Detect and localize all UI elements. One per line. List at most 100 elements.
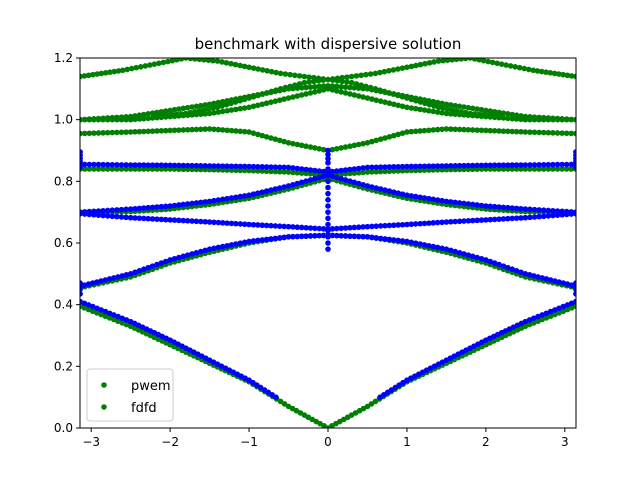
pwem-point xyxy=(509,162,515,168)
pwem-point xyxy=(281,223,287,230)
pwem-point xyxy=(342,167,349,173)
fdfd-point xyxy=(355,93,362,99)
pwem-point xyxy=(443,219,450,225)
fdfd-point xyxy=(114,129,120,136)
fdfd-point xyxy=(363,71,369,78)
fdfd-point xyxy=(127,113,134,120)
pwem-point xyxy=(531,214,538,220)
fdfd-point xyxy=(162,127,169,134)
pwem-point xyxy=(390,164,397,170)
pwem-point xyxy=(298,233,305,240)
pwem-point xyxy=(114,162,120,168)
pwem-point xyxy=(167,217,173,223)
pwem-point xyxy=(298,179,305,186)
fdfd-point xyxy=(223,60,230,66)
pwem-point xyxy=(281,184,287,190)
pwem-point xyxy=(530,273,537,279)
fdfd-point xyxy=(480,112,487,118)
pwem-point xyxy=(228,220,235,227)
pwem-point xyxy=(298,166,305,172)
pwem-point xyxy=(456,200,463,206)
fdfd-point xyxy=(480,58,487,64)
fdfd-point xyxy=(538,68,545,75)
fdfd-point xyxy=(426,127,432,134)
pwem-point xyxy=(189,200,195,207)
fdfd-point xyxy=(417,61,424,68)
pwem-point xyxy=(456,162,463,169)
fdfd-point xyxy=(210,58,216,64)
pwem-point xyxy=(434,163,441,169)
pwem-point xyxy=(564,281,571,287)
pwem-point xyxy=(347,178,353,184)
fdfd-point xyxy=(167,107,173,114)
pwem-point xyxy=(180,201,187,208)
fdfd-point xyxy=(193,103,200,110)
pwem-point xyxy=(167,203,173,209)
pwem-point xyxy=(386,164,393,170)
pwem-point xyxy=(355,180,362,187)
fdfd-point xyxy=(496,128,502,134)
fdfd-point xyxy=(178,111,185,117)
fdfd-point xyxy=(294,169,301,176)
fdfd-point xyxy=(395,66,401,72)
pwem-point xyxy=(189,162,195,169)
pwem-point xyxy=(268,164,274,170)
pwem-point xyxy=(439,219,445,226)
fdfd-point xyxy=(347,170,353,177)
fdfd-point xyxy=(465,104,472,111)
pwem-point xyxy=(111,275,117,281)
pwem-point xyxy=(386,222,393,229)
fdfd-point xyxy=(333,83,340,90)
pwem-point xyxy=(237,163,244,170)
pwem-point xyxy=(386,236,393,243)
fdfd-point xyxy=(196,58,203,63)
pwem-point xyxy=(228,242,235,248)
fdfd-point xyxy=(408,96,415,103)
pwem-point xyxy=(104,213,111,219)
pwem-point xyxy=(478,255,485,262)
fdfd-point xyxy=(458,58,464,62)
pwem-point xyxy=(211,197,217,204)
fdfd-point xyxy=(214,104,221,111)
fdfd-point xyxy=(174,111,180,118)
fdfd-point xyxy=(206,101,213,108)
fdfd-point xyxy=(303,143,309,150)
pwem-point xyxy=(469,253,476,260)
pwem-point xyxy=(434,244,441,251)
fdfd-point xyxy=(458,108,464,115)
pwem-point xyxy=(373,185,380,191)
pwem-point xyxy=(478,217,485,223)
fdfd-point xyxy=(214,58,221,64)
pwem-point xyxy=(109,161,116,168)
fdfd-point xyxy=(285,139,292,146)
pwem-point xyxy=(118,214,125,220)
fdfd-point xyxy=(367,84,374,91)
fdfd-point xyxy=(224,127,230,134)
fdfd-point xyxy=(307,84,314,90)
pwem-point xyxy=(237,221,244,227)
pwem-point xyxy=(531,206,538,213)
pwem-point xyxy=(215,219,222,226)
fdfd-point xyxy=(169,112,176,118)
pwem-point xyxy=(461,200,467,207)
pwem-point xyxy=(483,217,489,223)
pwem-point xyxy=(106,310,113,317)
pwem-point xyxy=(573,298,576,305)
fdfd-point xyxy=(282,84,289,91)
pwem-point xyxy=(233,241,239,247)
fdfd-point xyxy=(347,91,353,97)
fdfd-point xyxy=(342,90,349,96)
fdfd-point xyxy=(98,70,105,77)
pwem-point xyxy=(180,162,187,169)
fdfd-point xyxy=(552,311,558,318)
fdfd-point xyxy=(329,83,336,89)
pwem-point xyxy=(491,203,498,210)
pwem-point xyxy=(513,267,520,274)
fdfd-point xyxy=(178,58,185,62)
pwem-point xyxy=(500,263,507,269)
pwem-point xyxy=(518,205,524,212)
pwem-point xyxy=(333,225,340,232)
fdfd-point xyxy=(351,92,358,98)
pwem-point xyxy=(246,221,252,228)
fdfd-point xyxy=(237,128,244,135)
